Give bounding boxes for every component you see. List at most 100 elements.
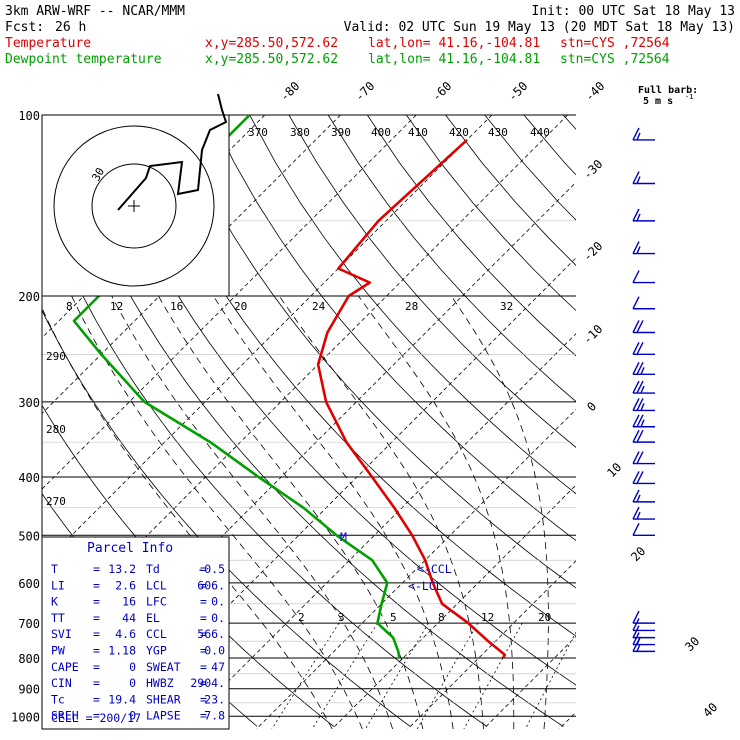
isotherm-right-label: 0 bbox=[584, 399, 599, 414]
pressure-tick-label: 100 bbox=[18, 109, 40, 123]
model-title: 3km ARW-WRF -- NCAR/MMM bbox=[5, 4, 185, 19]
temp-legend-xy: x,y=285.50,572.62 bbox=[205, 36, 338, 51]
moist-adiabat-line bbox=[213, 295, 454, 729]
parcel-row-equals: = bbox=[200, 660, 207, 674]
isotherm-line bbox=[711, 115, 740, 729]
dry-adiabat-line bbox=[366, 115, 576, 357]
isotherm-top-label: -40 bbox=[582, 79, 607, 104]
mixing-ratio-line bbox=[311, 622, 378, 729]
parcel-row-equals: = bbox=[93, 595, 100, 609]
dry-adiabat-line bbox=[562, 115, 576, 130]
isotherm-right-label: -20 bbox=[580, 239, 605, 264]
wind-barb-flag bbox=[636, 451, 644, 464]
dry-adiabat-line bbox=[53, 115, 564, 727]
parcel-row-value: 0. bbox=[211, 611, 225, 625]
parcel-row-equals: = bbox=[200, 562, 207, 576]
wind-barb-half bbox=[636, 494, 641, 503]
pressure-tick-label: 500 bbox=[18, 529, 40, 543]
wind-barb-flag bbox=[636, 362, 644, 375]
wind-barb-flag bbox=[632, 451, 640, 464]
moist-adiabat-line bbox=[278, 295, 484, 729]
dry-adiabat-line bbox=[42, 203, 488, 727]
parcel-row-equals: = bbox=[93, 644, 100, 658]
wind-barb-flag bbox=[636, 341, 644, 355]
parcel-row-value: 13.2 bbox=[108, 562, 136, 576]
dry-adiabat-line bbox=[720, 115, 740, 727]
isotherm-line bbox=[42, 115, 417, 490]
wind-barb-half bbox=[636, 511, 641, 520]
dry-adiabat-line bbox=[681, 115, 740, 727]
pressure-tick-label: 200 bbox=[18, 290, 40, 304]
wind-barb-flag bbox=[632, 380, 640, 394]
wind-barb-flag bbox=[632, 320, 640, 333]
parcel-row-equals: = bbox=[93, 578, 100, 592]
parcel-row-label: Tc bbox=[51, 692, 65, 706]
hodograph-speed-label: 32 bbox=[500, 300, 513, 313]
mixing-ratio-label: 2 bbox=[298, 611, 305, 624]
parcel-row-value: 16 bbox=[122, 595, 136, 609]
isotherm-top-label: -50 bbox=[505, 79, 530, 104]
parcel-row-label: CCL bbox=[146, 627, 167, 641]
hodograph-speed-label: 24 bbox=[312, 300, 326, 313]
parcel-row-label: SWEAT bbox=[146, 660, 181, 674]
parcel-row-value: 19.4 bbox=[108, 692, 136, 706]
parcel-row-equals: = bbox=[200, 709, 207, 723]
parcel-row-value: 0. bbox=[211, 595, 225, 609]
wind-barb-half bbox=[636, 132, 641, 141]
parcel-row-label: SREH bbox=[51, 709, 79, 723]
parcel-row-label: LCL bbox=[146, 578, 167, 592]
annotation-m: M bbox=[340, 530, 347, 544]
parcel-row-value: 566. bbox=[197, 627, 225, 641]
theta-left-label: 270 bbox=[46, 495, 66, 508]
parcel-row-value: 4.6 bbox=[115, 627, 136, 641]
parcel-row-value: 0 bbox=[129, 676, 136, 690]
wind-barb-half bbox=[640, 419, 645, 428]
parcel-row-label: Td bbox=[146, 562, 160, 576]
dry-adiabat-line bbox=[210, 115, 576, 542]
wind-barb-half bbox=[636, 246, 641, 254]
wind-barb-flag bbox=[632, 506, 640, 520]
parcel-row-label: CAPE bbox=[51, 660, 79, 674]
temp-legend-name: Temperature bbox=[5, 36, 91, 51]
mixing-ratio-label: 3 bbox=[338, 611, 345, 624]
wind-barb-flag bbox=[632, 489, 640, 503]
moist-adiabat-line bbox=[71, 295, 363, 729]
dry-adiabat-line bbox=[288, 115, 576, 448]
isotherm-line bbox=[483, 635, 576, 729]
barb-key-line2: 5 m s bbox=[643, 96, 673, 107]
wind-barb-half bbox=[636, 644, 641, 652]
wind-barb-flag bbox=[632, 362, 640, 375]
header-text: 3km ARW-WRF -- NCAR/MMM Init: 00 UTC Sat… bbox=[5, 4, 736, 67]
isotherm-line bbox=[558, 711, 576, 729]
parcel-info-title: Parcel Info bbox=[87, 541, 173, 556]
parcel-row-label: LAPSE bbox=[146, 709, 181, 723]
dry-adiabat-line bbox=[92, 115, 576, 686]
hodograph-speed-label: 28 bbox=[405, 300, 418, 313]
parcel-row-equals: = bbox=[93, 611, 100, 625]
parcel-row-equals: = bbox=[93, 709, 100, 723]
init-time: Init: 00 UTC Sat 18 May 13 bbox=[532, 4, 736, 19]
hodograph-trace bbox=[117, 93, 228, 211]
mixing-ratio-label: 5 bbox=[390, 611, 397, 624]
wind-barb-flag bbox=[632, 610, 640, 624]
pressure-tick-label: 1000 bbox=[11, 710, 40, 724]
parcel-row-label: SVI bbox=[51, 627, 72, 641]
parcel-row-label: YGP bbox=[146, 644, 167, 658]
dry-adiabat-line bbox=[131, 115, 576, 637]
isotherm-line bbox=[0, 115, 38, 729]
parcel-row-value: 0 bbox=[129, 660, 136, 674]
parcel-row-label: SHEAR bbox=[146, 692, 181, 706]
parcel-info-box: Parcel Info T 13.2 Td -0.5= =LI 2.6 LCL 606.= =K… bbox=[41, 536, 230, 730]
parcel-row-equals: = bbox=[200, 644, 207, 658]
temperature-profile-line bbox=[316, 138, 507, 659]
pressure-tick-label: 900 bbox=[18, 683, 40, 697]
mixing-ratio-label: 20 bbox=[538, 611, 551, 624]
wind-barbs bbox=[632, 127, 655, 653]
dry-adiabat-line bbox=[249, 115, 576, 495]
wind-barb-half bbox=[640, 367, 645, 375]
wind-barb-flag bbox=[632, 414, 640, 428]
parcel-row-value: 0 bbox=[129, 709, 136, 723]
parcel-row-label: CIN bbox=[51, 676, 72, 690]
moist-adiabat-line bbox=[450, 295, 549, 729]
